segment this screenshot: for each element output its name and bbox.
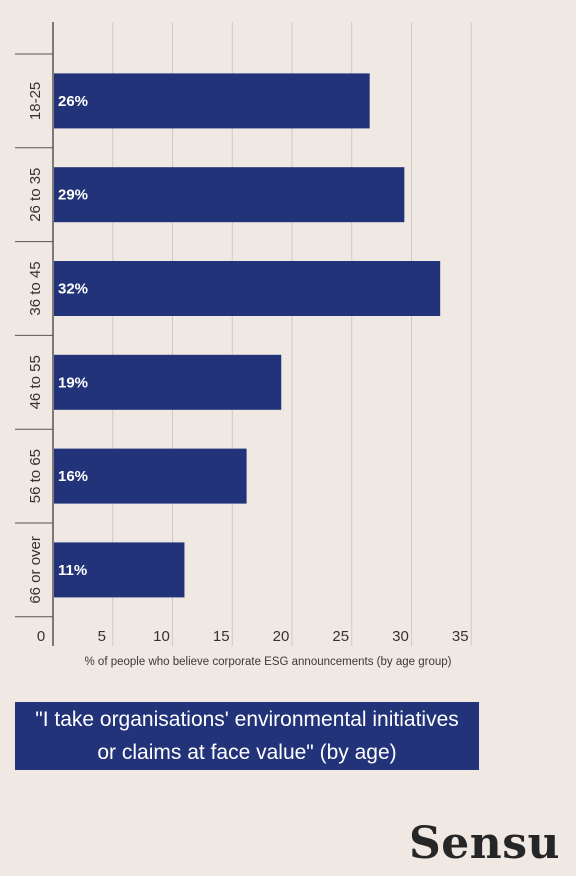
category-label: 46 to 55 (27, 355, 44, 409)
x-tick-label: 20 (273, 628, 290, 645)
bar (54, 354, 282, 410)
bar-chart: 26% 18-25 29% 26 to 35 32% 36 to 45 19% 46 to 5… (15, 22, 472, 646)
bar (54, 167, 405, 223)
labels: 26% 18-25 29% 26 to 35 32% 36 to 45 19% 46 to 5… (27, 82, 469, 645)
bar (54, 261, 441, 316)
axes (15, 22, 54, 646)
bar (54, 448, 247, 504)
brand-logo: Sensu (408, 818, 560, 869)
data-label: 29% (58, 187, 88, 204)
x-tick-label: 25 (332, 628, 349, 645)
x-axis-label: % of people who believe corporate ESG an… (84, 656, 452, 668)
category-label: 26 to 35 (27, 168, 44, 222)
data-label: 32% (58, 281, 88, 298)
data-label: 11% (58, 562, 87, 579)
caption-box: "I take organisations' environmental ini… (15, 702, 479, 770)
data-label: 19% (58, 374, 88, 391)
data-label: 26% (58, 93, 88, 110)
x-tick-label: 15 (213, 628, 230, 645)
x-tick-label: 35 (452, 628, 469, 645)
x-tick-label: 30 (392, 628, 409, 645)
caption-text: "I take organisations' environmental ini… (35, 708, 459, 764)
category-label: 56 to 65 (27, 449, 44, 503)
x-tick-label: 5 (98, 628, 106, 645)
x-tick-label: 10 (153, 628, 170, 645)
bars (54, 73, 441, 598)
category-label: 36 to 45 (27, 261, 44, 315)
category-label: 18-25 (27, 82, 44, 120)
category-label: 66 or over (27, 536, 44, 604)
bar (54, 73, 370, 129)
bar (54, 542, 185, 598)
data-label: 16% (58, 468, 88, 485)
x-tick-label: 0 (37, 628, 45, 645)
